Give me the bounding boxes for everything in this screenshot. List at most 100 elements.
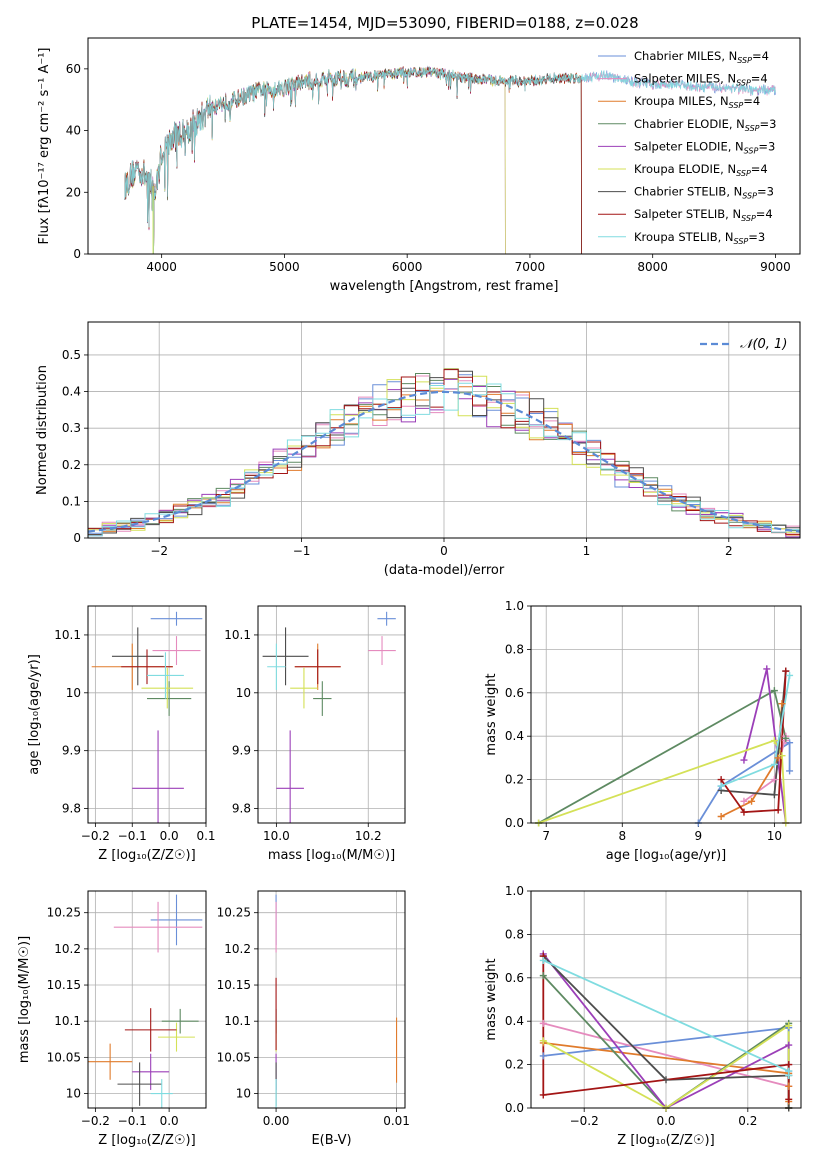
- weight-marker: [785, 1082, 793, 1090]
- x-tick-label: 7000: [515, 260, 546, 274]
- weight-marker: [786, 767, 794, 775]
- legend-entry: Salpeter STELIB, NSSP=4: [634, 207, 773, 223]
- x-tick-label: 9000: [760, 260, 791, 274]
- age-vs-Z-plot-area: [91, 611, 203, 823]
- x-tick-label: 7: [542, 829, 550, 843]
- legend-entry: Chabrier ELODIE, NSSP=3: [634, 117, 776, 133]
- weight-marker: [717, 812, 725, 820]
- weight-line: [697, 741, 791, 823]
- axes-frame: [257, 605, 406, 824]
- y-tick-label: 10.25: [47, 906, 81, 920]
- y-tick-label: 0.6: [505, 971, 524, 985]
- legend-entry: Kroupa ELODIE, NSSP=4: [634, 162, 768, 178]
- x-tick-label: −0.1: [118, 1114, 147, 1128]
- axes-frame: [87, 37, 801, 255]
- y-tick-label: 9.8: [232, 802, 251, 816]
- weight-marker: [539, 956, 547, 964]
- legend-entry: Kroupa MILES, NSSP=4: [634, 94, 760, 110]
- legend-entry: Chabrier MILES, NSSP=4: [634, 49, 769, 65]
- legend-entry: Salpeter MILES, NSSP=4: [634, 72, 768, 88]
- x-tick-label: −2: [150, 544, 168, 558]
- weight-marker: [786, 671, 794, 679]
- x-tick-label: 2: [725, 544, 733, 558]
- weight-marker: [770, 737, 778, 745]
- x-axis-label: age [log₁₀(age/yr)]: [606, 848, 727, 863]
- y-tick-label: 10.2: [54, 942, 81, 956]
- y-tick-label: 10.1: [54, 628, 81, 642]
- x-tick-label: 8000: [637, 260, 668, 274]
- weight-marker: [778, 752, 786, 760]
- weight-marker: [785, 1061, 793, 1069]
- weight-marker: [785, 1095, 793, 1103]
- y-tick-label: 0: [73, 247, 81, 261]
- x-tick-label: −0.2: [81, 829, 110, 843]
- axes-frame: [87, 890, 207, 1109]
- weight-marker: [774, 806, 782, 814]
- weight-marker: [539, 1091, 547, 1099]
- x-axis-label: Z [log₁₀(Z/Z☉)]: [98, 1133, 195, 1148]
- weight-marker: [785, 1022, 793, 1030]
- y-tick-label: 0.3: [62, 421, 81, 435]
- x-tick-label: 0.1: [196, 829, 215, 843]
- y-axis-label: Flux [fλ10⁻¹⁷ erg cm⁻² s⁻¹ A⁻¹]: [37, 48, 52, 245]
- age-vs-mass-panel: 10.0 10.2 9.8 9.9 10 10.1 mass [log₁₀(M/M☉)]: [224, 605, 406, 863]
- y-tick-label: 10: [236, 686, 251, 700]
- y-tick-label: 10: [236, 1087, 251, 1101]
- y-tick-label: 20: [66, 185, 81, 199]
- x-tick-label: 0.2: [738, 1114, 757, 1128]
- y-tick-label: 1.0: [505, 884, 524, 898]
- weight-marker: [539, 1052, 547, 1060]
- axes-frame: [87, 321, 801, 539]
- weight-marker: [785, 1071, 793, 1079]
- y-tick-label: 0: [73, 531, 81, 545]
- mass-vs-Z-panel: −0.2 −0.1 0.0 10 10.05 10.1 10.15 10.2 10.25 Z [l…: [17, 890, 207, 1148]
- mass-vs-ebv-plot-area: [275, 894, 398, 1108]
- x-tick-label: −1: [293, 544, 311, 558]
- y-tick-label: 0.4: [62, 385, 81, 399]
- weight-marker: [740, 797, 748, 805]
- weight-marker: [539, 1037, 547, 1045]
- weight-marker: [778, 700, 786, 708]
- spectrum-line: [124, 66, 506, 254]
- x-axis-label: mass [log₁₀(M/M☉)]: [268, 848, 395, 863]
- y-axis-label: mass weight: [484, 958, 499, 1040]
- y-tick-label: 60: [66, 62, 81, 76]
- y-tick-label: 0.0: [505, 816, 524, 830]
- spectrum-line: [124, 66, 582, 254]
- y-tick-label: 10: [66, 686, 81, 700]
- weight-marker: [763, 665, 771, 673]
- y-axis-label: mass weight: [484, 673, 499, 755]
- weight-marker: [717, 782, 725, 790]
- spectrum-panel: 4000 5000 6000 7000 8000 9000 0 20 40 60 wavelengt…: [37, 37, 801, 294]
- y-axis-label: Normed distribution: [35, 365, 50, 495]
- y-tick-label: 0.0: [505, 1101, 524, 1115]
- x-tick-label: −0.2: [81, 1114, 110, 1128]
- weight-marker: [782, 667, 790, 675]
- y-tick-label: 10.2: [224, 942, 251, 956]
- weight-marker: [774, 754, 782, 762]
- y-tick-label: 0.8: [505, 642, 524, 656]
- x-axis-label: Z [log₁₀(Z/Z☉)]: [98, 848, 195, 863]
- weight-marker: [770, 791, 778, 799]
- y-tick-label: 40: [66, 124, 81, 138]
- x-tick-label: 0.0: [160, 1114, 179, 1128]
- x-tick-label: 1: [583, 544, 591, 558]
- spectrum-line: [124, 66, 582, 254]
- weight-marker: [717, 776, 725, 784]
- legend-entry: Chabrier STELIB, NSSP=3: [634, 185, 774, 201]
- x-tick-label: 6000: [392, 260, 423, 274]
- y-axis-label: mass [log₁₀(M/M☉)]: [17, 936, 32, 1063]
- x-axis-label: Z [log₁₀(Z/Z☉)]: [617, 1133, 714, 1148]
- spectrum-line: [124, 66, 582, 254]
- x-tick-label: −0.2: [570, 1114, 599, 1128]
- x-tick-label: 9: [695, 829, 703, 843]
- x-tick-label: 0: [440, 544, 448, 558]
- y-tick-label: 10.15: [217, 978, 251, 992]
- gaussian-curve: [88, 390, 800, 533]
- y-axis-label: age [log₁₀(age/yr)]: [27, 654, 42, 775]
- x-tick-label: 0.01: [383, 1114, 410, 1128]
- figure-title: PLATE=1454, MJD=53090, FIBERID=0188, z=0…: [251, 14, 638, 32]
- x-axis-label: (data-model)/error: [384, 563, 505, 578]
